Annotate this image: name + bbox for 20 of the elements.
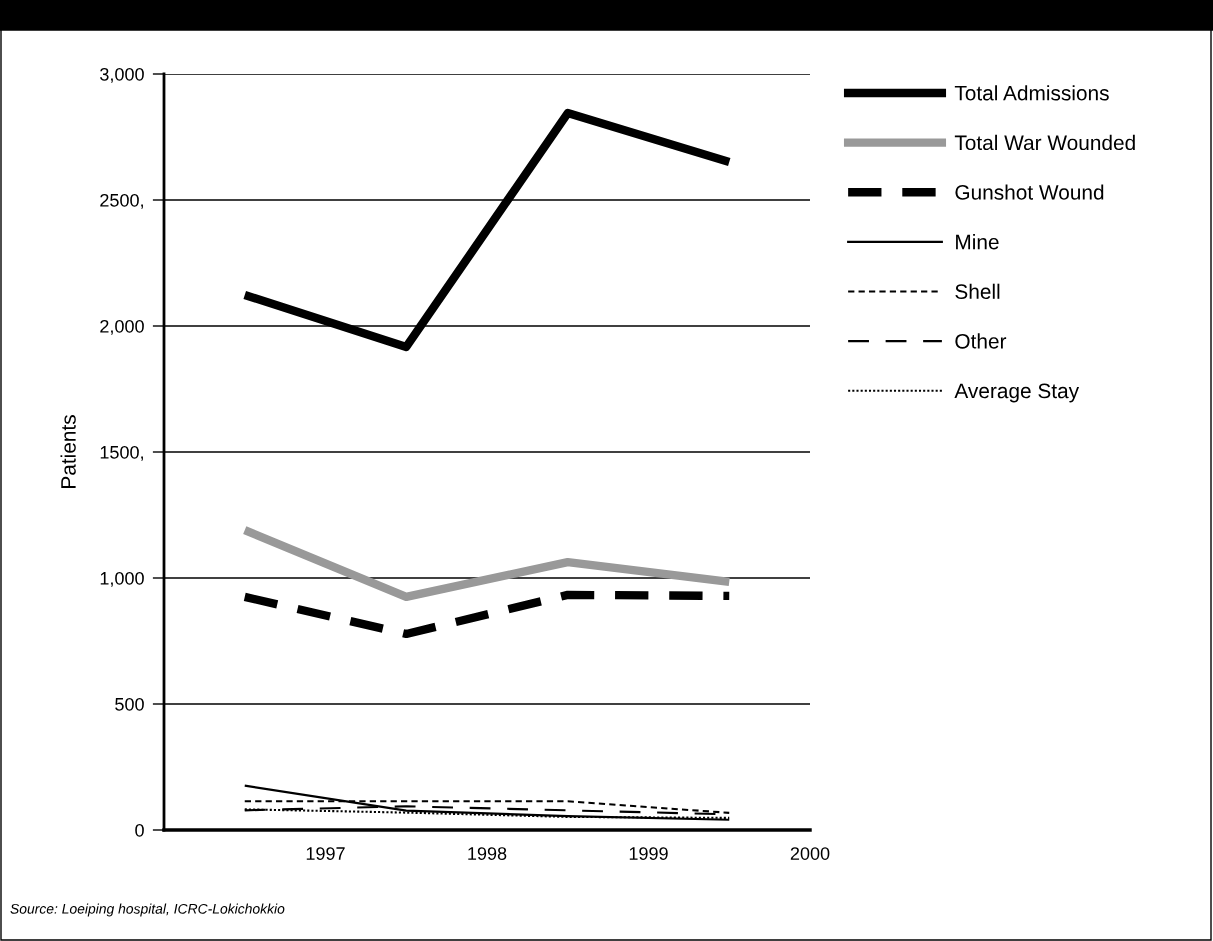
legend-label: Average Stay xyxy=(954,383,1080,403)
y-tick-label: 2,000 xyxy=(100,319,144,335)
y-tick-label: 3,000 xyxy=(100,67,144,83)
y-tick-label: 2500, xyxy=(100,193,143,209)
y-axis-title: Patients xyxy=(60,415,76,488)
x-tick-label: 1998 xyxy=(468,847,507,860)
legend-label: Mine xyxy=(956,234,999,250)
legend-label: Gunshot Wound xyxy=(955,184,1104,200)
x-tick-label: 2000 xyxy=(790,847,830,860)
y-tick-label: 1500, xyxy=(100,445,143,461)
y-tick-label: 500 xyxy=(115,697,144,711)
x-tick-label: 1999 xyxy=(629,847,668,860)
legend-label: Other xyxy=(955,333,1007,349)
legend-label: Total Admissions xyxy=(954,85,1109,101)
y-tick-label: 0 xyxy=(135,823,144,837)
legend-label: Shell xyxy=(955,283,1000,300)
y-tick-label: 1,000 xyxy=(100,571,144,587)
source-note: Source: Loeiping hospital, ICRC-Lokichokkio xyxy=(10,903,285,917)
x-tick-label: 1997 xyxy=(306,847,345,860)
legend-label: Total War Wounded xyxy=(954,134,1135,151)
